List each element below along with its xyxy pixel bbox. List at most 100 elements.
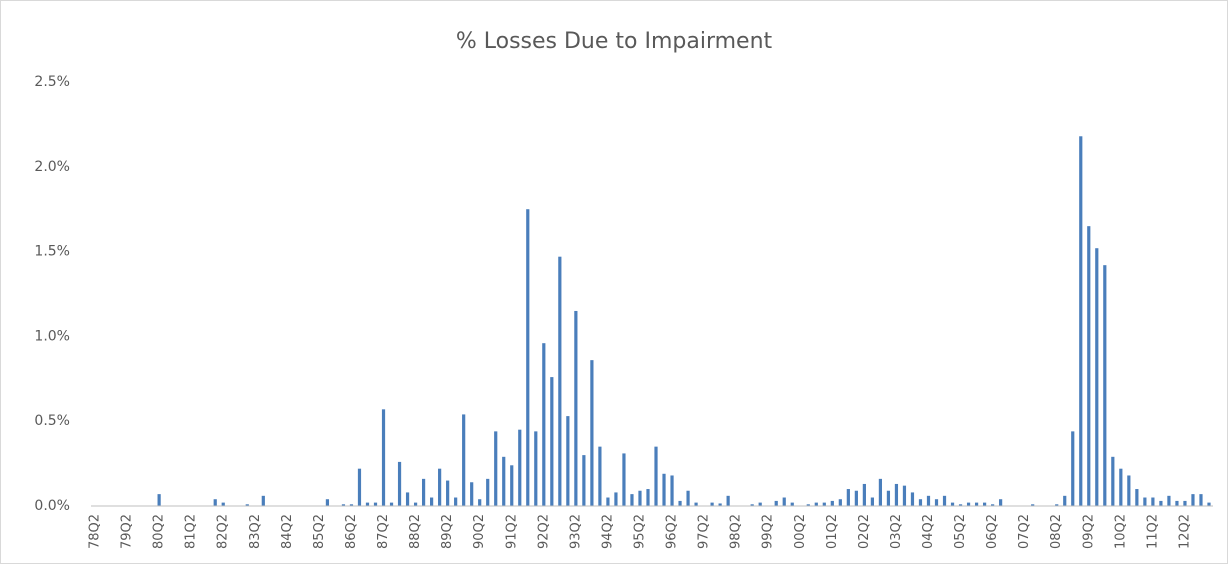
x-tick-label: 88Q2 <box>408 514 423 549</box>
x-tick-label: 84Q2 <box>280 514 295 549</box>
bar <box>854 490 858 506</box>
x-tick-label: 87Q2 <box>376 514 391 549</box>
bar <box>662 473 666 506</box>
bar <box>814 502 818 506</box>
bar <box>726 495 730 506</box>
y-tick-label: 2.0% <box>34 159 70 175</box>
bar <box>1063 495 1067 506</box>
bar <box>966 502 971 506</box>
bar <box>934 499 939 506</box>
y-tick-label: 2.5% <box>34 74 70 90</box>
x-tick-label: 89Q2 <box>440 514 455 549</box>
bar <box>381 409 386 506</box>
bar <box>1175 500 1179 506</box>
bar <box>974 502 979 506</box>
bar <box>389 502 394 506</box>
x-tick-label: 99Q2 <box>761 514 776 549</box>
bar <box>1151 497 1155 506</box>
bar <box>430 497 434 506</box>
bar <box>822 502 826 506</box>
bar <box>1183 500 1187 506</box>
x-tick-label: 95Q2 <box>632 514 647 549</box>
x-tick-label: 03Q2 <box>889 514 904 549</box>
bar <box>710 502 714 506</box>
bar <box>542 343 546 506</box>
bar <box>758 502 762 506</box>
bar <box>614 492 618 506</box>
bar <box>261 495 265 506</box>
bar <box>806 504 810 506</box>
bar <box>454 497 458 506</box>
bar <box>638 490 642 506</box>
bar <box>686 490 690 506</box>
bar <box>421 478 426 506</box>
bar <box>405 492 410 506</box>
bar <box>718 503 722 506</box>
bar <box>558 256 562 506</box>
bar <box>574 310 578 506</box>
y-tick-label: 0.5% <box>34 413 70 429</box>
x-tick-label: 85Q2 <box>312 514 327 549</box>
bar <box>902 485 907 506</box>
bar <box>566 416 570 506</box>
x-tick-label: 01Q2 <box>825 514 840 549</box>
x-tick-label: 93Q2 <box>568 514 583 549</box>
bar <box>862 483 866 506</box>
bar <box>1143 497 1147 506</box>
bar <box>373 502 378 506</box>
bar <box>846 489 850 506</box>
bar <box>622 453 626 506</box>
bar <box>1071 431 1075 506</box>
bar <box>1031 504 1035 506</box>
bar <box>886 490 891 506</box>
bar <box>670 475 674 506</box>
bar <box>782 497 786 506</box>
bar <box>1119 468 1123 506</box>
bar <box>213 499 217 506</box>
bar <box>325 499 330 506</box>
bar <box>1199 494 1203 506</box>
bar <box>1207 502 1211 506</box>
x-tick-label: 08Q2 <box>1049 514 1064 549</box>
bar <box>1095 248 1099 506</box>
bar <box>942 495 947 506</box>
bar <box>878 478 883 506</box>
bar <box>397 461 402 506</box>
x-tick-label: 04Q2 <box>921 514 936 549</box>
bar <box>630 494 634 506</box>
x-tick-label: 96Q2 <box>665 514 680 549</box>
bar <box>357 468 362 506</box>
x-tick-label: 97Q2 <box>697 514 712 549</box>
bar <box>646 489 650 506</box>
bar <box>1127 475 1131 506</box>
bar <box>598 446 602 506</box>
bar <box>1167 495 1171 506</box>
bar <box>999 499 1003 506</box>
bar <box>510 465 514 506</box>
x-tick-label: 11Q2 <box>1145 514 1160 549</box>
bar <box>462 414 466 506</box>
bar <box>750 504 754 506</box>
bar <box>1103 265 1107 506</box>
bar <box>590 360 594 506</box>
bar <box>774 500 778 506</box>
bar <box>582 455 586 506</box>
x-tick-label: 06Q2 <box>985 514 1000 549</box>
x-tick-label: 91Q2 <box>504 514 519 549</box>
bar <box>830 500 834 506</box>
bar <box>486 478 490 506</box>
x-tick-label: 79Q2 <box>120 514 135 549</box>
bar <box>245 504 249 506</box>
bar <box>982 502 987 506</box>
bar <box>534 431 538 506</box>
x-tick-label: 12Q2 <box>1177 514 1192 549</box>
bar <box>838 499 842 506</box>
bar <box>926 495 931 506</box>
x-tick-label: 05Q2 <box>953 514 968 549</box>
bar <box>1159 500 1163 506</box>
bar <box>413 502 418 506</box>
bar <box>918 499 923 506</box>
chart-title: % Losses Due to Impairment <box>456 29 773 54</box>
